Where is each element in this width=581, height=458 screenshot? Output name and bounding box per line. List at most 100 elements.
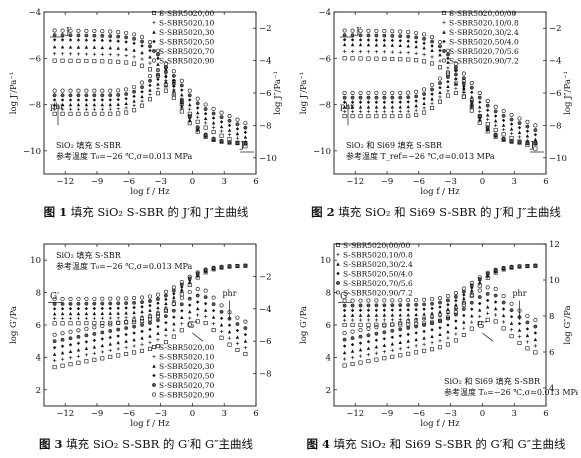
data-point bbox=[350, 33, 355, 38]
data-point bbox=[422, 96, 426, 101]
data-point bbox=[374, 109, 379, 114]
data-point bbox=[52, 316, 57, 321]
data-point bbox=[243, 121, 248, 126]
data-point bbox=[422, 106, 426, 110]
data-point bbox=[406, 29, 411, 34]
data-point bbox=[390, 50, 394, 54]
data-point bbox=[148, 67, 153, 72]
data-point bbox=[390, 43, 394, 47]
data-point bbox=[84, 353, 89, 357]
data-point bbox=[342, 363, 347, 368]
x-tick-label: 0 bbox=[480, 409, 485, 419]
data-point bbox=[211, 328, 216, 333]
data-point bbox=[116, 111, 121, 116]
data-point bbox=[60, 301, 65, 306]
data-point bbox=[140, 295, 145, 300]
data-point bbox=[446, 56, 450, 61]
data-point bbox=[52, 33, 57, 38]
data-point bbox=[219, 133, 224, 138]
data-point bbox=[52, 28, 57, 33]
data-point bbox=[525, 313, 530, 318]
data-point bbox=[453, 291, 458, 296]
data-point bbox=[156, 305, 160, 310]
data-point bbox=[414, 331, 418, 335]
data-point bbox=[163, 70, 168, 75]
data-point bbox=[148, 74, 153, 79]
data-point bbox=[342, 303, 347, 308]
data-point bbox=[446, 84, 450, 88]
data-point bbox=[414, 112, 419, 117]
data-point bbox=[108, 93, 113, 98]
data-point bbox=[509, 264, 514, 269]
data-point bbox=[156, 62, 160, 66]
data-point bbox=[100, 93, 105, 98]
data-point bbox=[517, 126, 522, 130]
data-point bbox=[493, 287, 498, 292]
data-point bbox=[60, 357, 65, 361]
x-axis-label: log f / Hz bbox=[420, 187, 460, 197]
y-tick-label-left: 10 bbox=[320, 256, 331, 266]
data-point bbox=[366, 359, 371, 364]
data-point bbox=[430, 61, 435, 66]
data-point bbox=[203, 112, 208, 116]
data-point bbox=[398, 109, 402, 114]
x-tick-label: 6 bbox=[253, 409, 258, 419]
data-point bbox=[430, 314, 435, 319]
data-point bbox=[68, 93, 73, 98]
data-point bbox=[148, 55, 152, 59]
data-point bbox=[84, 340, 89, 344]
data-point bbox=[140, 39, 145, 44]
data-point bbox=[422, 52, 426, 57]
data-point bbox=[501, 294, 506, 299]
data-point bbox=[366, 49, 371, 54]
data-point bbox=[469, 85, 474, 90]
data-point bbox=[84, 52, 89, 56]
data-point bbox=[124, 301, 129, 306]
data-point bbox=[235, 122, 240, 127]
data-point bbox=[76, 321, 81, 326]
data-point bbox=[374, 43, 379, 47]
data-point bbox=[358, 347, 363, 352]
data-point bbox=[132, 318, 137, 323]
data-point bbox=[92, 357, 97, 362]
data-point bbox=[366, 326, 371, 331]
data-point bbox=[350, 318, 355, 322]
data-point bbox=[469, 280, 474, 285]
data-point bbox=[342, 109, 347, 114]
data-point bbox=[188, 107, 192, 111]
data-point bbox=[116, 88, 121, 93]
data-point bbox=[84, 333, 89, 338]
data-point bbox=[422, 302, 427, 307]
legend-marker bbox=[152, 364, 156, 368]
data-point bbox=[172, 88, 176, 92]
data-point bbox=[477, 275, 482, 280]
data-point bbox=[132, 300, 137, 305]
data-point bbox=[108, 29, 113, 34]
data-point bbox=[116, 93, 121, 97]
data-point bbox=[211, 308, 216, 313]
data-point bbox=[430, 341, 434, 345]
data-point bbox=[211, 321, 216, 326]
data-point bbox=[243, 141, 248, 146]
data-point bbox=[100, 316, 104, 320]
data-point bbox=[462, 293, 466, 297]
data-point bbox=[422, 32, 427, 37]
data-point bbox=[100, 311, 104, 316]
data-point bbox=[533, 344, 538, 348]
legend-marker bbox=[336, 252, 340, 257]
data-point bbox=[525, 129, 530, 133]
data-point bbox=[124, 326, 129, 331]
data-point bbox=[350, 56, 355, 61]
data-point bbox=[243, 319, 248, 324]
data-point bbox=[493, 114, 498, 118]
legend-entry: S-SBR5020,00/00 bbox=[343, 241, 411, 250]
data-point bbox=[116, 296, 121, 301]
data-point bbox=[60, 331, 65, 336]
data-point bbox=[124, 60, 129, 65]
data-point bbox=[116, 107, 120, 111]
data-point bbox=[390, 308, 394, 312]
data-point bbox=[60, 102, 65, 107]
legend-entry: S-SBR5020,50/4.0 bbox=[343, 270, 413, 279]
data-point bbox=[485, 285, 490, 290]
data-point bbox=[132, 89, 137, 94]
